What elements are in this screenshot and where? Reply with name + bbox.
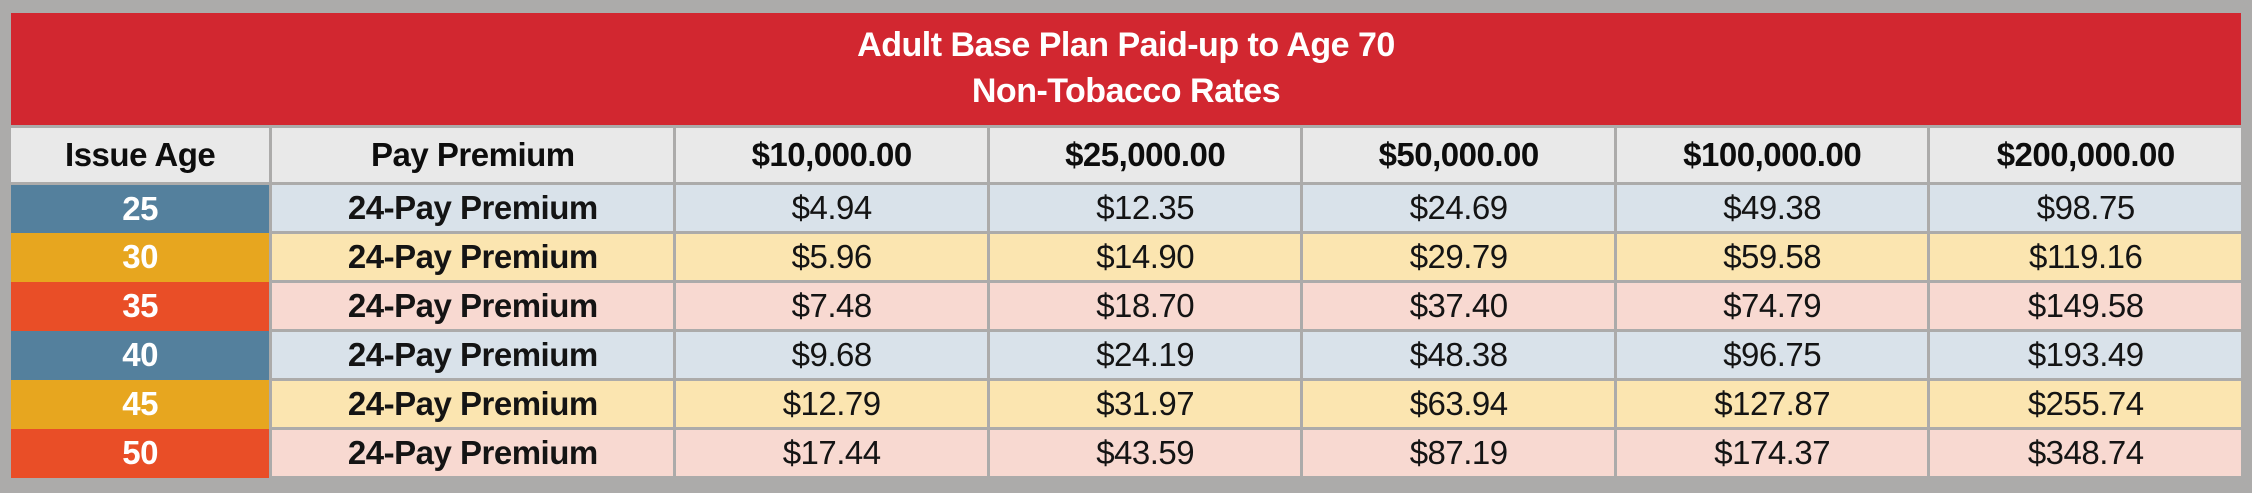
table-title: Adult Base Plan Paid-up to Age 70 Non-To… bbox=[8, 10, 2244, 128]
age-cell: 25 bbox=[7, 183, 273, 233]
rate-cell: $17.44 bbox=[673, 427, 990, 479]
col-header-200000: $200,000.00 bbox=[1927, 125, 2244, 185]
rate-cell: $31.97 bbox=[986, 378, 1304, 430]
plan-cell: 24-Pay Premium bbox=[269, 329, 677, 381]
rate-cell: $14.90 bbox=[986, 231, 1304, 283]
plan-cell: 24-Pay Premium bbox=[269, 427, 677, 479]
age-cell: 35 bbox=[7, 281, 273, 331]
age-cell: 50 bbox=[7, 428, 273, 478]
title-band: Adult Base Plan Paid-up to Age 70 Non-To… bbox=[8, 10, 2244, 128]
rate-table: Adult Base Plan Paid-up to Age 70 Non-To… bbox=[7, 10, 2244, 479]
rate-cell: $12.79 bbox=[673, 378, 990, 430]
rate-cell: $348.74 bbox=[1927, 427, 2244, 479]
rate-cell: $18.70 bbox=[986, 280, 1304, 332]
title-line-2: Non-Tobacco Rates bbox=[971, 72, 1281, 110]
rate-cell: $127.87 bbox=[1613, 378, 1931, 430]
rate-cell: $119.16 bbox=[1927, 231, 2244, 283]
col-header-10000: $10,000.00 bbox=[673, 125, 990, 185]
plan-cell: 24-Pay Premium bbox=[269, 182, 677, 234]
col-header-issue-age: Issue Age bbox=[7, 125, 273, 185]
rate-cell: $48.38 bbox=[1300, 329, 1617, 381]
rate-cell: $24.19 bbox=[986, 329, 1304, 381]
rate-cell: $63.94 bbox=[1300, 378, 1617, 430]
age-cell: 45 bbox=[7, 379, 273, 429]
table-row-age-25: 25 24-Pay Premium $4.94 $12.35 $24.69 $4… bbox=[7, 182, 2244, 234]
rate-cell: $37.40 bbox=[1300, 280, 1617, 332]
col-header-100000: $100,000.00 bbox=[1613, 125, 1931, 185]
rate-cell: $59.58 bbox=[1613, 231, 1931, 283]
age-cell: 40 bbox=[7, 330, 273, 380]
rate-cell: $24.69 bbox=[1300, 182, 1617, 234]
table-row-age-30: 30 24-Pay Premium $5.96 $14.90 $29.79 $5… bbox=[7, 231, 2244, 283]
plan-cell: 24-Pay Premium bbox=[269, 378, 677, 430]
rate-cell: $174.37 bbox=[1613, 427, 1931, 479]
rate-cell: $98.75 bbox=[1927, 182, 2244, 234]
rate-cell: $149.58 bbox=[1927, 280, 2244, 332]
rate-cell: $12.35 bbox=[986, 182, 1304, 234]
table-row-age-35: 35 24-Pay Premium $7.48 $18.70 $37.40 $7… bbox=[7, 280, 2244, 332]
rate-cell: $7.48 bbox=[673, 280, 990, 332]
plan-cell: 24-Pay Premium bbox=[269, 280, 677, 332]
table-row-age-40: 40 24-Pay Premium $9.68 $24.19 $48.38 $9… bbox=[7, 329, 2244, 381]
age-cell: 30 bbox=[7, 232, 273, 282]
rate-cell: $9.68 bbox=[673, 329, 990, 381]
col-header-50000: $50,000.00 bbox=[1300, 125, 1617, 185]
rate-cell: $29.79 bbox=[1300, 231, 1617, 283]
title-line-1: Adult Base Plan Paid-up to Age 70 bbox=[857, 26, 1395, 65]
rate-cell: $4.94 bbox=[673, 182, 990, 234]
rate-cell: $43.59 bbox=[986, 427, 1304, 479]
rate-cell: $87.19 bbox=[1300, 427, 1617, 479]
rate-cell: $49.38 bbox=[1613, 182, 1931, 234]
table-row-age-50: 50 24-Pay Premium $17.44 $43.59 $87.19 $… bbox=[7, 427, 2244, 479]
rate-cell: $193.49 bbox=[1927, 329, 2244, 381]
col-header-25000: $25,000.00 bbox=[986, 125, 1304, 185]
col-header-pay-premium: Pay Premium bbox=[269, 125, 677, 185]
plan-cell: 24-Pay Premium bbox=[269, 231, 677, 283]
rate-cell: $74.79 bbox=[1613, 280, 1931, 332]
rate-cell: $96.75 bbox=[1613, 329, 1931, 381]
column-header-row: Issue Age Pay Premium $10,000.00 $25,000… bbox=[7, 125, 2244, 185]
rate-cell: $5.96 bbox=[673, 231, 990, 283]
rate-cell: $255.74 bbox=[1927, 378, 2244, 430]
table-row-age-45: 45 24-Pay Premium $12.79 $31.97 $63.94 $… bbox=[7, 378, 2244, 430]
